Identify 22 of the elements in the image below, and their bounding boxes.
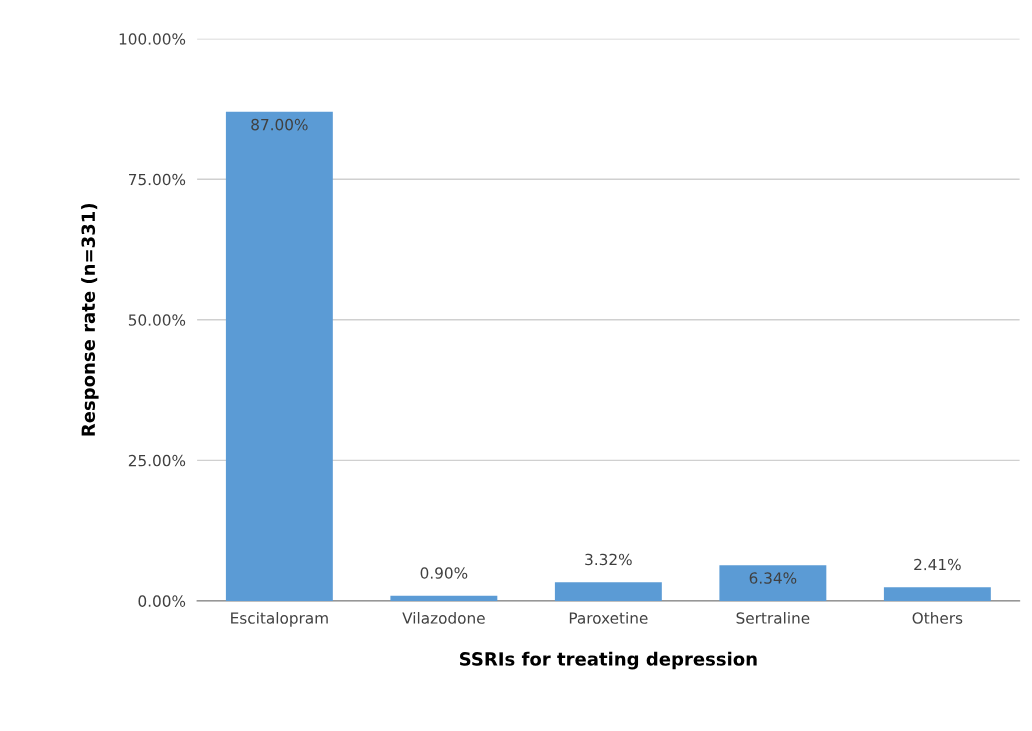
y-tick-label: 50.00% <box>128 314 186 326</box>
x-tick-label: Escitalopram <box>231 611 328 627</box>
data-label: 0.90% <box>420 567 468 579</box>
y-tick-label: 100.00% <box>119 33 186 45</box>
x-tick-label: Paroxetine <box>569 611 648 624</box>
x-tick-label: Vilazodone <box>402 611 485 624</box>
bar <box>390 595 498 601</box>
x-axis-title: SSRIs for treating depression <box>460 651 757 670</box>
data-label: 2.41% <box>914 558 961 571</box>
y-tick-label: 75.00% <box>129 173 186 186</box>
x-tick-label: Others <box>912 611 963 624</box>
data-label: 3.32% <box>585 553 632 566</box>
x-tick-label: Sertraline <box>736 611 810 624</box>
y-tick-label: 0.00% <box>138 595 186 607</box>
bar <box>225 111 333 601</box>
bar <box>883 587 991 601</box>
y-tick-label: 25.00% <box>128 454 186 467</box>
data-label: 87.00% <box>251 118 308 131</box>
y-axis-title: Response rate (n=331) <box>81 203 99 436</box>
bar <box>554 582 662 601</box>
data-label: 6.34% <box>749 572 797 584</box>
bar <box>719 565 827 601</box>
